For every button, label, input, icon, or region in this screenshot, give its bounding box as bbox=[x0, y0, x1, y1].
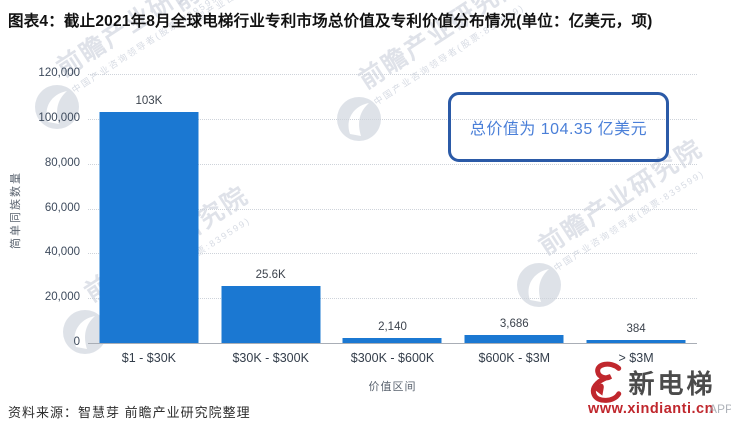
x-category-label: $300K - $600K bbox=[350, 351, 435, 365]
bar bbox=[464, 334, 564, 343]
gridline bbox=[88, 74, 697, 75]
y-tick-label: 100,000 bbox=[38, 111, 80, 124]
total-value-text: 总价值为 104.35 亿美元 bbox=[469, 121, 648, 138]
source-note: 资料来源：智慧芽 前瞻产业研究院整理 bbox=[8, 405, 251, 420]
x-category-label: > $3M bbox=[618, 351, 654, 365]
y-tick-label: 40,000 bbox=[44, 246, 80, 259]
xindianti-logo: 新电梯 www.xindianti.cn APP bbox=[577, 360, 731, 418]
bar bbox=[221, 285, 321, 343]
xindianti-url: www.xindianti.cn bbox=[588, 401, 714, 417]
x-category-label: $1 - $30K bbox=[121, 351, 176, 365]
y-tick-label: 60,000 bbox=[44, 201, 80, 214]
xindianti-app-text: APP bbox=[708, 402, 731, 416]
bar bbox=[99, 112, 199, 343]
y-tick-label: 120,000 bbox=[38, 67, 80, 79]
x-axis-title: 价值区间 bbox=[368, 381, 417, 393]
bar-column: 3,686 $600K - $3M bbox=[453, 74, 575, 365]
bar-column: 25.6K $30K - $300K bbox=[210, 74, 332, 365]
bar-value-label: 2,140 bbox=[378, 321, 407, 334]
gridline bbox=[88, 163, 697, 165]
bar-value-label: 384 bbox=[626, 323, 646, 335]
x-axis-baseline bbox=[88, 343, 697, 344]
xindianti-logo-icon bbox=[586, 360, 626, 404]
bar-value-label: 103K bbox=[135, 95, 163, 108]
xindianti-logo-name: 新电梯 bbox=[628, 368, 716, 399]
bar bbox=[342, 338, 442, 343]
gridline bbox=[88, 118, 697, 120]
bar-column: 2,140 $300K - $600K bbox=[332, 74, 454, 365]
plot-area: 103K $1 - $30K 25.6K $30K - $300K 2,140 $300K… bbox=[88, 74, 697, 365]
y-tick-label: 0 bbox=[73, 336, 80, 348]
bar-value-label: 25.6K bbox=[255, 268, 286, 281]
gridline bbox=[88, 208, 697, 210]
x-category-label: $30K - $300K bbox=[232, 351, 309, 365]
y-axis-title: 简单同族数量 bbox=[10, 171, 22, 249]
total-value-callout: 总价值为 104.35 亿美元 bbox=[448, 92, 669, 162]
y-tick-label: 20,000 bbox=[44, 291, 80, 304]
gridline bbox=[88, 253, 697, 255]
bar bbox=[586, 340, 686, 343]
x-category-label: $600K - $3M bbox=[478, 351, 551, 365]
chart-title: 图表4：截止2021年8月全球电梯行业专利市场总价值及专利价值分布情况(单位：亿… bbox=[8, 13, 653, 30]
bar-value-label: 3,686 bbox=[499, 317, 529, 330]
y-tick-label: 80,000 bbox=[44, 156, 80, 169]
gridline bbox=[88, 298, 697, 300]
bar-column: 103K $1 - $30K bbox=[88, 74, 210, 365]
bar-series: 103K $1 - $30K 25.6K $30K - $300K 2,140 $300K… bbox=[88, 74, 697, 365]
bar-column: 384 > $3M bbox=[575, 74, 697, 365]
